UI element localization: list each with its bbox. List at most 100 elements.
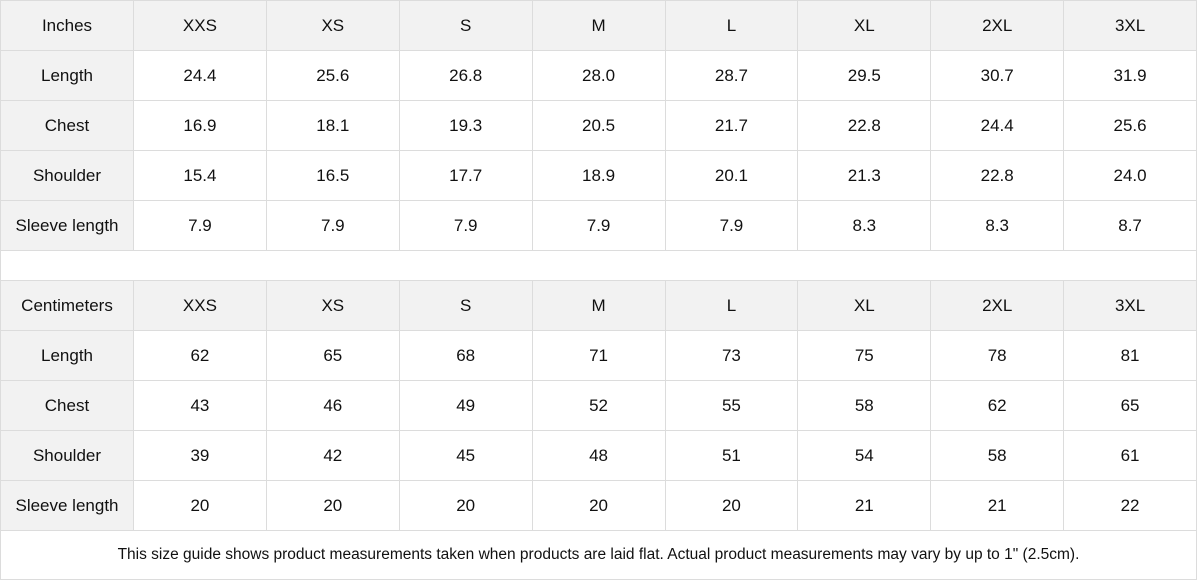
measurement-value: 20 — [398, 480, 533, 531]
measurement-value: 24.4 — [133, 50, 267, 101]
size-header: XS — [265, 0, 400, 51]
size-header: XXS — [133, 280, 267, 331]
size-header: M — [531, 0, 666, 51]
measurement-value: 29.5 — [797, 50, 932, 101]
size-header: XL — [797, 0, 932, 51]
measurement-value: 22.8 — [930, 150, 1065, 201]
measurement-value: 8.3 — [797, 200, 932, 251]
measurement-label: Chest — [0, 100, 134, 151]
measurement-value: 21 — [797, 480, 932, 531]
measurement-value: 20 — [531, 480, 666, 531]
table-row: Sleeve length 7.9 7.9 7.9 7.9 7.9 8.3 8.3 8.7 — [0, 200, 1197, 251]
measurement-value: 30.7 — [930, 50, 1065, 101]
measurement-value: 46 — [265, 380, 400, 431]
table-spacer — [0, 250, 1197, 281]
size-header: S — [398, 280, 533, 331]
measurement-value: 19.3 — [398, 100, 533, 151]
measurement-value: 21 — [930, 480, 1065, 531]
measurement-label: Length — [0, 330, 134, 381]
measurement-value: 52 — [531, 380, 666, 431]
measurement-value: 54 — [797, 430, 932, 481]
table-row: Length 62 65 68 71 73 75 78 81 — [0, 330, 1197, 381]
measurement-value: 21.3 — [797, 150, 932, 201]
measurement-value: 31.9 — [1063, 50, 1197, 101]
measurement-value: 20.1 — [664, 150, 799, 201]
measurement-value: 58 — [930, 430, 1065, 481]
measurement-value: 20.5 — [531, 100, 666, 151]
table-row: Chest 43 46 49 52 55 58 62 65 — [0, 380, 1197, 431]
measurement-value: 21.7 — [664, 100, 799, 151]
measurement-value: 20 — [265, 480, 400, 531]
measurement-value: 78 — [930, 330, 1065, 381]
measurement-value: 48 — [531, 430, 666, 481]
measurement-value: 75 — [797, 330, 932, 381]
size-header: M — [531, 280, 666, 331]
measurement-value: 16.5 — [265, 150, 400, 201]
header-row: Inches XXS XS S M L XL 2XL 3XL — [0, 0, 1197, 51]
measurement-value: 18.9 — [531, 150, 666, 201]
header-row: Centimeters XXS XS S M L XL 2XL 3XL — [0, 280, 1197, 331]
size-header: XXS — [133, 0, 267, 51]
measurement-value: 55 — [664, 380, 799, 431]
size-header: 3XL — [1063, 0, 1197, 51]
measurement-value: 20 — [664, 480, 799, 531]
measurement-value: 62 — [133, 330, 267, 381]
measurement-value: 28.7 — [664, 50, 799, 101]
measurement-value: 58 — [797, 380, 932, 431]
measurement-value: 22 — [1063, 480, 1197, 531]
measurement-value: 8.7 — [1063, 200, 1197, 251]
measurement-value: 65 — [265, 330, 400, 381]
measurement-label: Shoulder — [0, 150, 134, 201]
measurement-value: 81 — [1063, 330, 1197, 381]
measurement-value: 42 — [265, 430, 400, 481]
size-header: S — [398, 0, 533, 51]
size-header: 3XL — [1063, 280, 1197, 331]
size-header: XL — [797, 280, 932, 331]
measurement-value: 26.8 — [398, 50, 533, 101]
footnote: This size guide shows product measuremen… — [0, 530, 1197, 580]
table-row: Length 24.4 25.6 26.8 28.0 28.7 29.5 30.7 31.9 — [0, 50, 1197, 101]
measurement-value: 43 — [133, 380, 267, 431]
measurement-label: Sleeve length — [0, 480, 134, 531]
unit-header: Centimeters — [0, 280, 134, 331]
measurement-value: 7.9 — [133, 200, 267, 251]
measurement-value: 51 — [664, 430, 799, 481]
measurement-value: 71 — [531, 330, 666, 381]
measurement-value: 16.9 — [133, 100, 267, 151]
measurement-label: Sleeve length — [0, 200, 134, 251]
measurement-value: 8.3 — [930, 200, 1065, 251]
size-header: L — [664, 280, 799, 331]
size-header: L — [664, 0, 799, 51]
measurement-value: 24.4 — [930, 100, 1065, 151]
measurement-value: 61 — [1063, 430, 1197, 481]
measurement-value: 65 — [1063, 380, 1197, 431]
measurement-value: 25.6 — [265, 50, 400, 101]
unit-header: Inches — [0, 0, 134, 51]
size-header: 2XL — [930, 280, 1065, 331]
size-header: 2XL — [930, 0, 1065, 51]
measurement-value: 28.0 — [531, 50, 666, 101]
size-header: XS — [265, 280, 400, 331]
measurement-value: 18.1 — [265, 100, 400, 151]
measurement-value: 15.4 — [133, 150, 267, 201]
measurement-value: 39 — [133, 430, 267, 481]
table-row: Sleeve length 20 20 20 20 20 21 21 22 — [0, 480, 1197, 531]
measurement-value: 73 — [664, 330, 799, 381]
measurement-value: 45 — [398, 430, 533, 481]
measurement-value: 7.9 — [265, 200, 400, 251]
table-row: Shoulder 15.4 16.5 17.7 18.9 20.1 21.3 22.8 24.0 — [0, 150, 1197, 201]
measurement-label: Length — [0, 50, 134, 101]
measurement-value: 7.9 — [398, 200, 533, 251]
table-row: Chest 16.9 18.1 19.3 20.5 21.7 22.8 24.4 25.6 — [0, 100, 1197, 151]
table-row: Shoulder 39 42 45 48 51 54 58 61 — [0, 430, 1197, 481]
measurement-value: 7.9 — [531, 200, 666, 251]
measurement-value: 49 — [398, 380, 533, 431]
measurement-value: 68 — [398, 330, 533, 381]
measurement-value: 24.0 — [1063, 150, 1197, 201]
measurement-label: Chest — [0, 380, 134, 431]
measurement-value: 17.7 — [398, 150, 533, 201]
measurement-value: 7.9 — [664, 200, 799, 251]
measurement-value: 20 — [133, 480, 267, 531]
measurement-value: 25.6 — [1063, 100, 1197, 151]
